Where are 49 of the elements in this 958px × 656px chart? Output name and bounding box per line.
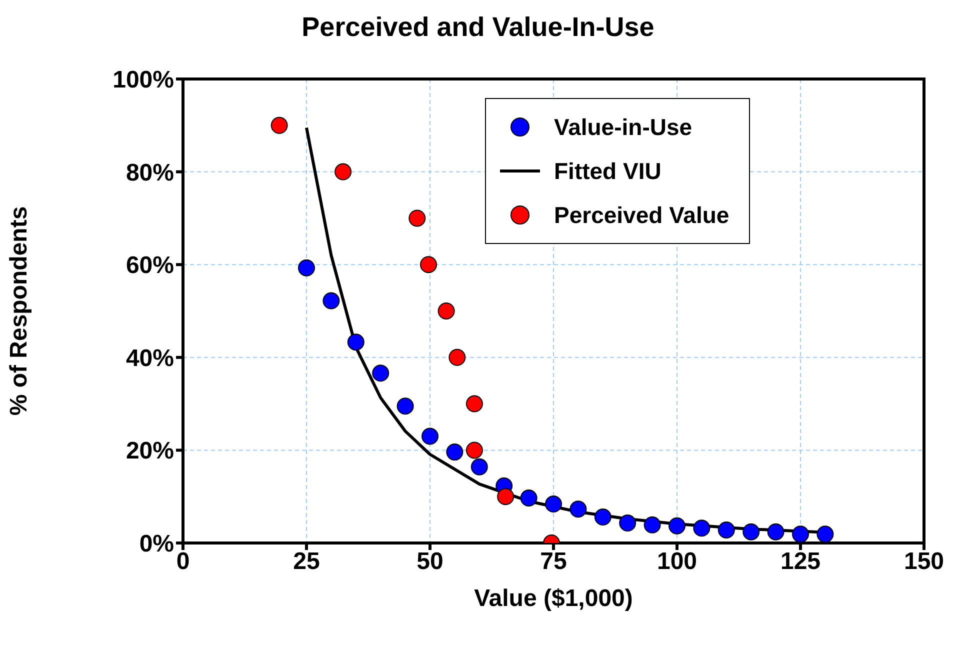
legend-label: Value-in-Use [554,113,692,142]
point [668,517,686,534]
point [334,163,352,180]
point [520,489,538,506]
point [408,210,426,227]
point [422,428,438,445]
y-tick-label: 60% [126,252,174,280]
point [816,526,834,543]
point [792,526,809,543]
point [466,395,483,412]
point [396,398,414,415]
point [718,522,735,539]
point [497,488,514,506]
point [742,523,760,540]
point [347,334,364,351]
x-tick-label: 100 [656,548,698,576]
legend-label: Fitted VIU [554,157,662,186]
y-tick-label: 20% [126,438,174,465]
x-tick-label: 150 [904,548,944,576]
y-axis-title: % of Respondents [6,206,33,416]
x-tick-label: 125 [780,548,821,576]
point [594,508,612,526]
legend-label: Perceived Value [554,201,730,230]
x-tick-label: 75 [540,548,567,576]
point [545,496,562,513]
y-tick-label: 0% [139,530,174,558]
point [446,444,464,461]
x-tick-label: 0 [176,548,190,576]
x-tick-label: 25 [293,548,320,576]
point [420,256,438,274]
y-tick-label: 100% [112,66,174,94]
point [438,302,455,320]
x-axis-title: Value ($1,000) [474,585,633,612]
point [693,520,710,537]
point [448,348,466,366]
x-tick-label: 50 [416,548,444,576]
point [644,516,661,534]
point [270,116,288,134]
point [570,500,587,518]
point [372,364,390,382]
point [322,292,340,310]
point [470,458,488,476]
chart-title: Perceived and Value-In-Use [302,12,654,42]
y-tick-label: 80% [126,159,174,186]
point [619,514,636,532]
point [298,259,315,276]
point [767,523,784,540]
point [466,442,483,459]
y-tick-label: 40% [126,344,174,372]
